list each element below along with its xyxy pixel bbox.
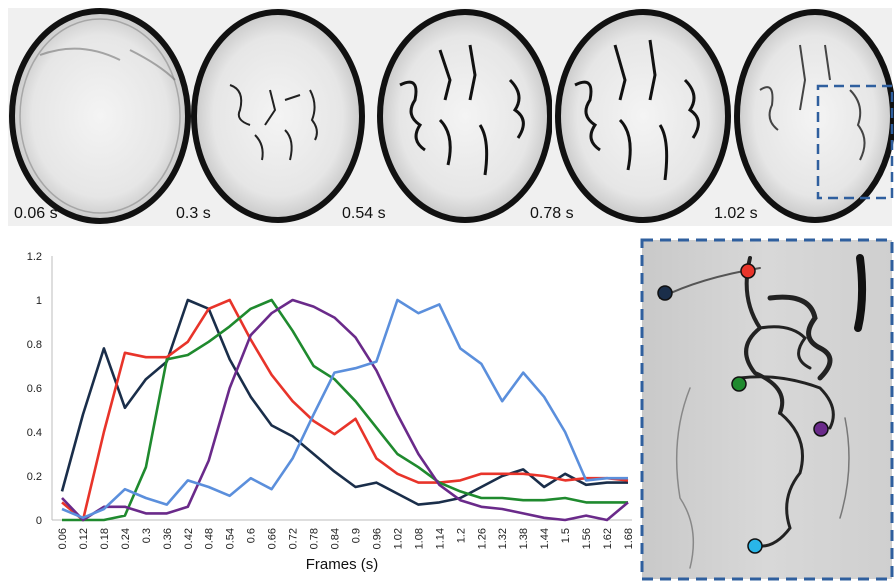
x-tick-label: 1.14 — [434, 528, 446, 549]
x-tick-label: 0.48 — [204, 528, 216, 549]
x-tick-label: 1.44 — [539, 528, 551, 549]
x-tick-label: 0.66 — [267, 528, 279, 549]
series-line-2 — [61, 298, 629, 522]
roi-marker-5 — [747, 538, 763, 554]
x-tick-label: 1.02 — [392, 528, 404, 549]
x-tick-label: 1.62 — [602, 528, 614, 549]
x-tick-label: 1.38 — [518, 528, 530, 549]
zoom-region-box — [816, 84, 894, 200]
x-tick-label: 1.56 — [581, 528, 593, 549]
frame-3: 0.54 s — [342, 8, 553, 226]
x-tick-label: 0.18 — [99, 528, 111, 549]
y-tick-label: 0.8 — [27, 339, 42, 351]
x-tick-label: 0.6 — [246, 528, 258, 543]
roi-marker-4 — [813, 421, 829, 437]
x-tick-label: 1.26 — [476, 528, 488, 549]
x-tick-label: 0.72 — [288, 528, 300, 549]
x-tick-label: 0.36 — [162, 528, 174, 549]
x-tick-label: 1.2 — [455, 528, 467, 543]
series-line-5 — [61, 298, 628, 520]
x-tick-label: 0.42 — [183, 528, 195, 549]
x-tick-label: 0.54 — [225, 528, 237, 549]
frame-1: 0.06 s — [8, 8, 192, 226]
y-tick-label: 0.6 — [27, 383, 42, 395]
inset-border — [640, 238, 894, 581]
roi-marker-3 — [731, 376, 747, 392]
frame-label-1: 0.06 s — [14, 205, 58, 222]
x-tick-label: 1.68 — [623, 528, 635, 549]
x-tick-label: 1.08 — [413, 528, 425, 549]
x-tick-label: 0.12 — [78, 528, 90, 549]
x-tick-label: 0.06 — [57, 528, 69, 549]
frame-2: 0.3 s — [176, 8, 372, 226]
y-tick-label: 0.4 — [27, 427, 42, 439]
x-axis-title: Frames (s) — [306, 556, 379, 573]
y-tick-label: 0 — [36, 515, 42, 527]
x-tick-label: 1.5 — [560, 528, 572, 543]
x-tick-label: 0.78 — [309, 528, 321, 549]
x-tick-label: 0.3 — [141, 528, 153, 543]
x-tick-label: 0.9 — [350, 528, 362, 543]
frame-label-3: 0.54 s — [342, 205, 386, 222]
frame-4: 0.78 s — [530, 8, 732, 226]
x-tick-label: 0.24 — [120, 528, 132, 549]
roi-marker-2 — [740, 263, 756, 279]
zoom-inset — [640, 238, 894, 581]
frame-5: 1.02 s — [714, 8, 894, 226]
series-line-4 — [61, 298, 629, 522]
frame-label-2: 0.3 s — [176, 205, 211, 222]
y-tick-label: 1 — [36, 295, 42, 307]
x-tick-label: 0.96 — [371, 528, 383, 549]
y-tick-label: 1.2 — [27, 251, 42, 263]
series-line-3 — [62, 298, 628, 522]
frame-strip: 0.06 s 0.3 s 0.54 s — [0, 0, 894, 228]
frame-label-5: 1.02 s — [714, 205, 758, 222]
x-tick-label: 0.84 — [330, 528, 342, 549]
series-line-1 — [60, 298, 628, 506]
time-intensity-chart: 0 0.2 0.4 0.6 0.8 1 1.2 0.06 0.12 0.18 0.24 0.3 0.3… — [0, 236, 640, 581]
x-tick-label: 1.32 — [497, 528, 509, 549]
roi-marker-1 — [657, 285, 673, 301]
frame-label-4: 0.78 s — [530, 205, 574, 222]
y-tick-label: 0.2 — [27, 471, 42, 483]
